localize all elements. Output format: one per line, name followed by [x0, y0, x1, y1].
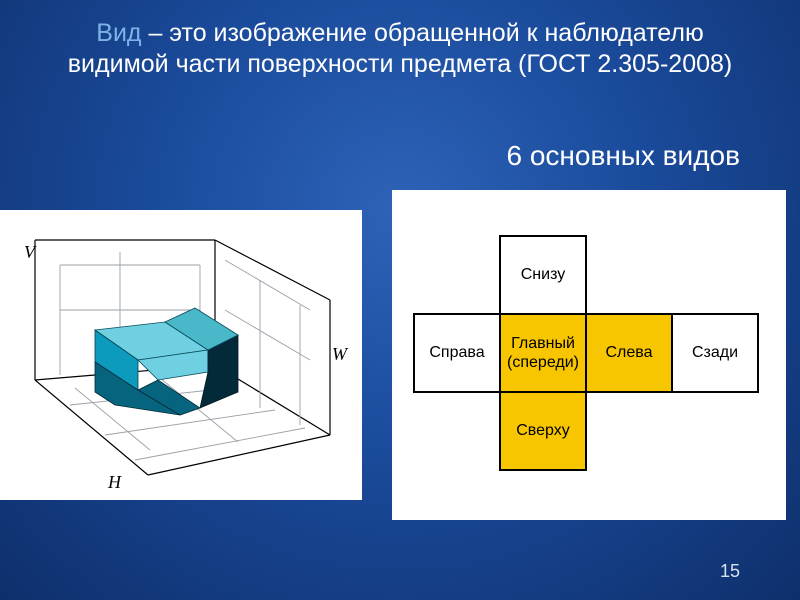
title-highlight: Вид — [96, 19, 141, 47]
view-cell-right: Справа — [413, 313, 501, 393]
title-rest: – это изображение обращенной к наблюдате… — [68, 19, 732, 78]
page-number: 15 — [720, 561, 740, 582]
svg-text:W: W — [332, 344, 349, 364]
view-cell-back: Сзади — [671, 313, 759, 393]
view-cell-left: Слева — [585, 313, 673, 393]
figure-isometric: V W H — [0, 210, 362, 500]
slide-subtitle: 6 основных видов — [0, 140, 740, 172]
slide: Вид – это изображение обращенной к наблю… — [0, 0, 800, 600]
view-cell-top: Сверху — [499, 391, 587, 471]
slide-title: Вид – это изображение обращенной к наблю… — [60, 18, 740, 81]
view-cell-front: Главный(спереди) — [499, 313, 587, 393]
figure-views-cross: СнизуСправаГлавный(спереди)СлеваСзади Све… — [392, 190, 786, 520]
view-cell-bottom: Снизу — [499, 235, 587, 315]
svg-text:H: H — [107, 472, 122, 492]
